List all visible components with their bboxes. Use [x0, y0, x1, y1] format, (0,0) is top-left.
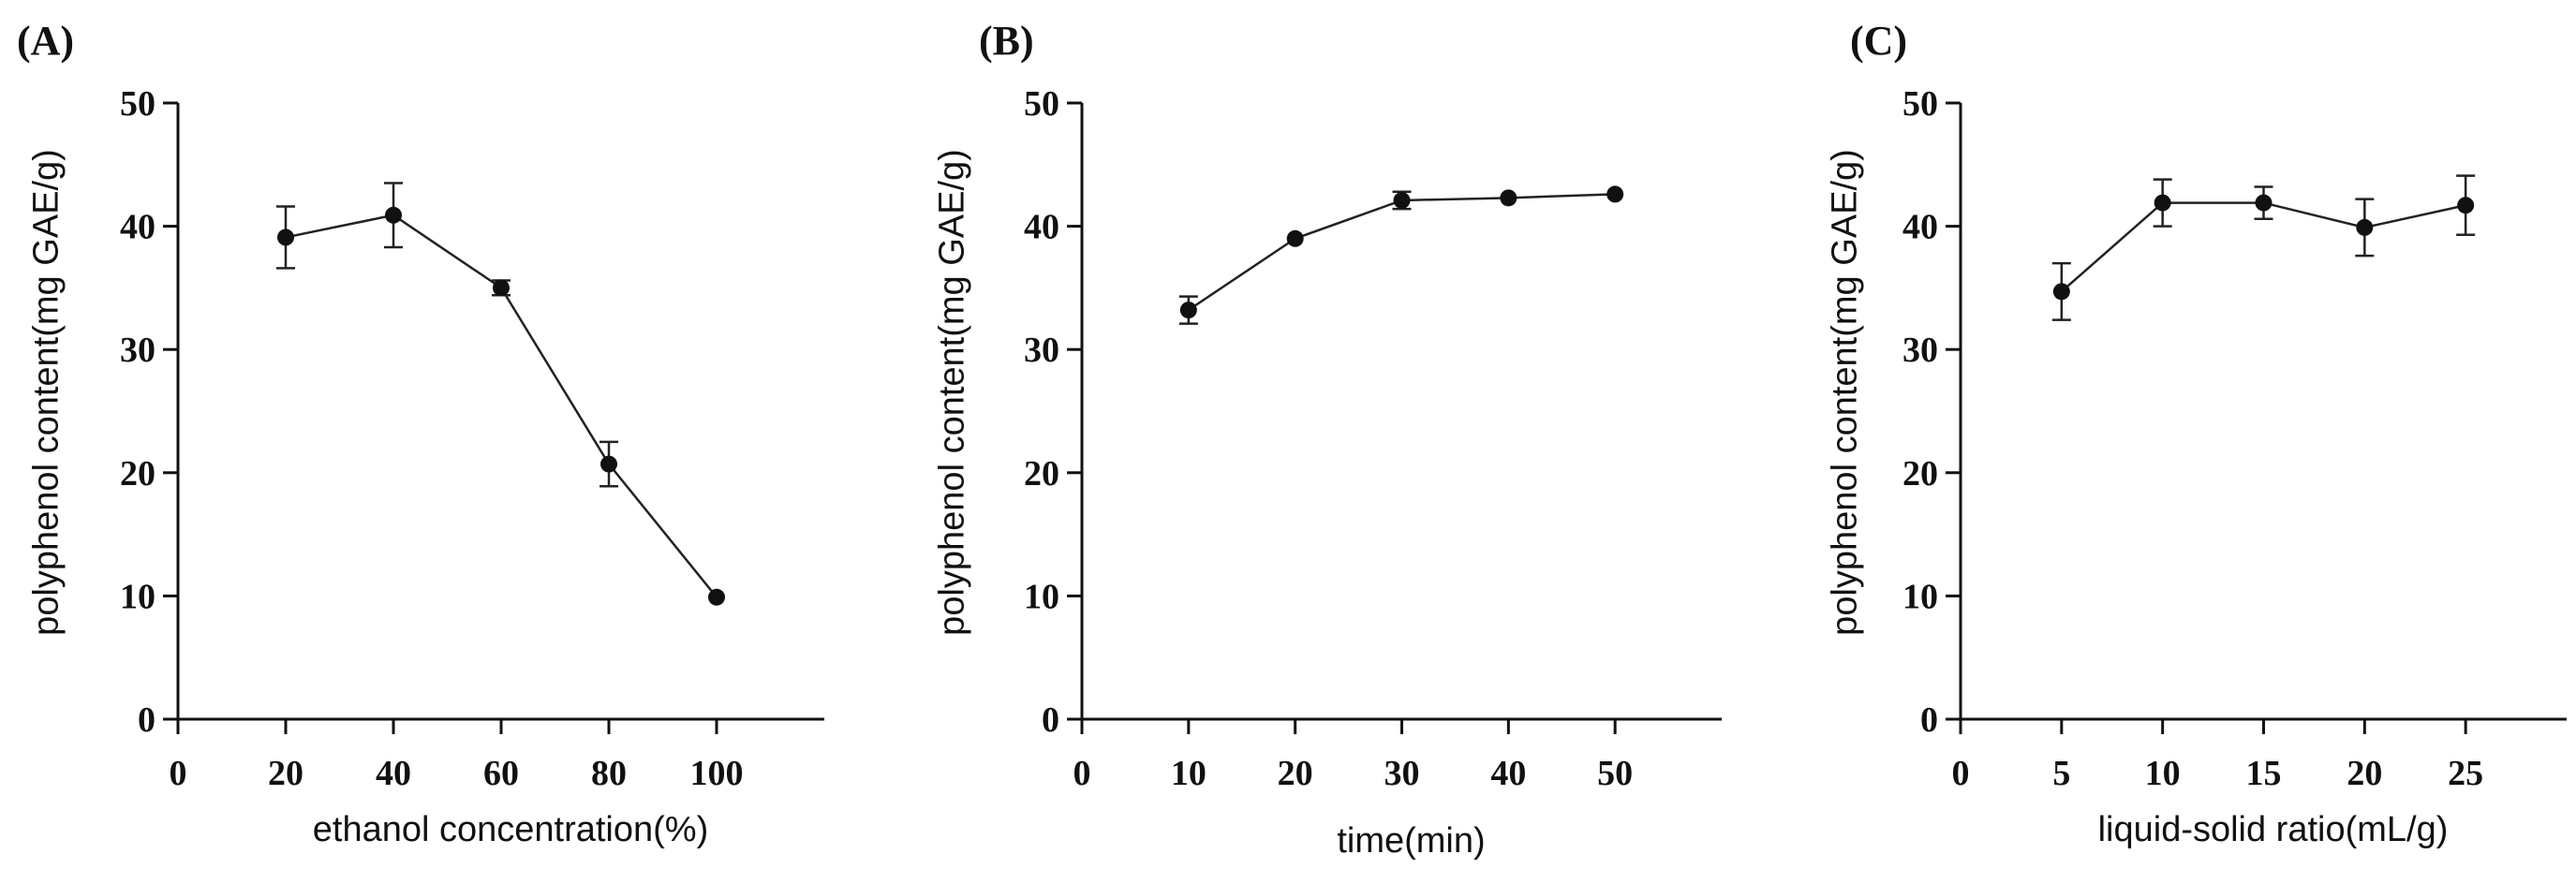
series-line — [1188, 193, 1616, 312]
x-tick-label: 0 — [170, 754, 187, 793]
y-tick-label: 40 — [120, 208, 155, 247]
data-point — [277, 228, 294, 246]
data-point — [2356, 218, 2374, 236]
panel-label: (C) — [1850, 18, 1907, 64]
data-point — [2457, 197, 2475, 214]
data-point — [708, 588, 725, 606]
x-tick-label: 80 — [591, 754, 627, 793]
y-tick-label: 30 — [1902, 331, 1938, 370]
x-tick-label: 0 — [1952, 754, 1970, 793]
x-tick-label: 10 — [1171, 754, 1207, 793]
y-tick-label: 40 — [1024, 208, 1059, 247]
x-tick-label: 20 — [268, 754, 303, 793]
y-tick-label: 30 — [120, 331, 155, 370]
y-tick-label: 50 — [1024, 84, 1059, 124]
y-tick-label: 20 — [120, 454, 155, 494]
x-tick-label: 20 — [1278, 754, 1313, 793]
panel-c: (C) 0 10 20 30 40 50 0 5 10 15 20 25 liquid-solid rat… — [1825, 18, 2567, 849]
x-tick-label: 30 — [1384, 754, 1420, 793]
panel-b: (B) 0 10 20 30 40 50 0 10 20 30 40 50 time(min) polyph… — [932, 18, 1722, 861]
data-point — [385, 206, 402, 224]
data-point — [1179, 302, 1197, 319]
y-axis-title: polyphenol content(mg GAE/g) — [932, 149, 971, 636]
y-tick-label: 0 — [1920, 700, 1938, 740]
y-tick-label: 10 — [1902, 577, 1938, 616]
x-tick-label: 40 — [1490, 754, 1526, 793]
x-tick-label: 5 — [2052, 754, 2070, 793]
series-line — [285, 214, 718, 598]
data-point — [2255, 194, 2273, 212]
x-tick-label: 20 — [2347, 754, 2382, 793]
x-axis-title: liquid-solid ratio(mL/g) — [2098, 810, 2449, 849]
data-point — [600, 455, 617, 473]
x-tick-label: 50 — [1597, 754, 1633, 793]
data-point — [493, 279, 510, 297]
x-tick-label: 100 — [690, 754, 744, 793]
y-tick-label: 20 — [1024, 454, 1059, 494]
y-tick-label: 10 — [1024, 577, 1059, 616]
y-axis-title: polyphenol content(mg GAE/g) — [26, 149, 66, 636]
x-axis-title: time(min) — [1337, 821, 1485, 861]
x-tick-label: 60 — [483, 754, 519, 793]
panel-a: (A) 0 10 20 30 40 50 0 20 40 60 80 100 ethanol concen… — [17, 18, 824, 849]
x-axis-title: ethanol concentration(%) — [313, 810, 708, 849]
y-tick-label: 20 — [1902, 454, 1938, 494]
y-tick-label: 0 — [138, 700, 155, 740]
data-point — [1606, 185, 1624, 203]
x-tick-label: 15 — [2246, 754, 2282, 793]
x-tick-label: 40 — [376, 754, 411, 793]
data-point — [1500, 189, 1517, 207]
y-axis-title: polyphenol content(mg GAE/g) — [1825, 149, 1864, 636]
data-point — [2052, 283, 2070, 301]
data-point — [1286, 229, 1304, 247]
x-tick-label: 0 — [1073, 754, 1091, 793]
data-point — [1393, 191, 1411, 209]
y-tick-label: 0 — [1042, 700, 1059, 740]
data-point — [2154, 194, 2171, 212]
panel-label: (B) — [979, 18, 1034, 64]
panel-label: (A) — [17, 18, 74, 64]
y-tick-label: 10 — [120, 577, 155, 616]
y-tick-label: 50 — [1902, 84, 1938, 124]
x-tick-label: 10 — [2145, 754, 2181, 793]
y-tick-label: 40 — [1902, 208, 1938, 247]
y-tick-label: 30 — [1024, 331, 1059, 370]
x-tick-label: 25 — [2448, 754, 2483, 793]
y-tick-label: 50 — [120, 84, 155, 124]
